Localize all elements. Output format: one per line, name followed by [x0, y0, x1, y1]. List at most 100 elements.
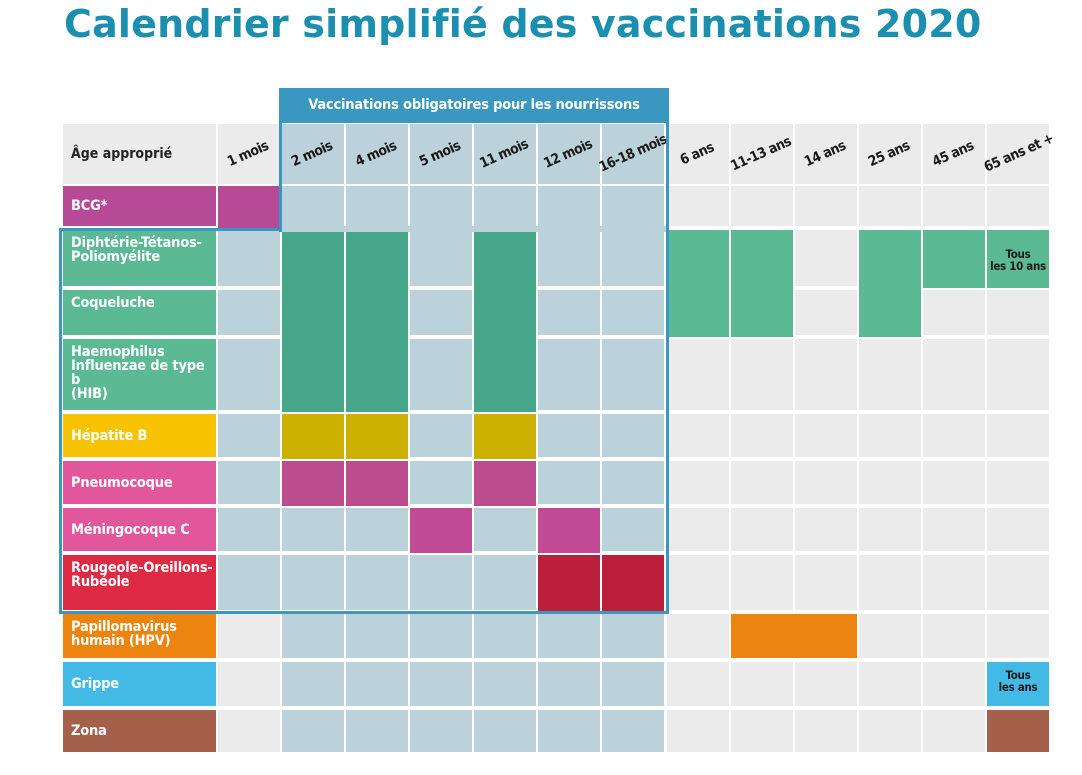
vaccine-cell	[346, 230, 408, 412]
vaccine-cell	[987, 230, 1049, 288]
empty-cell	[538, 230, 600, 286]
empty-cell	[346, 508, 408, 551]
empty-cell	[602, 508, 664, 551]
empty-cell	[731, 461, 793, 504]
empty-cell	[218, 339, 280, 410]
empty-cell	[218, 290, 280, 335]
row-label: Grippe	[63, 662, 216, 706]
vaccine-cell	[474, 414, 536, 459]
vaccine-cell	[731, 614, 857, 658]
empty-cell	[923, 290, 985, 335]
empty-cell	[474, 555, 536, 610]
empty-cell	[218, 710, 280, 752]
empty-cell	[346, 662, 408, 706]
empty-cell	[795, 414, 857, 457]
empty-cell	[410, 290, 472, 335]
empty-cell	[859, 461, 921, 504]
empty-cell	[731, 662, 793, 706]
empty-cell	[795, 555, 857, 610]
empty-cell	[859, 414, 921, 457]
note-every-year: Tous les ans	[998, 668, 1038, 694]
empty-cell	[282, 555, 344, 610]
empty-cell	[218, 662, 280, 706]
vaccine-cell	[987, 662, 1049, 706]
empty-cell	[987, 508, 1049, 551]
empty-cell	[667, 710, 729, 752]
empty-cell	[282, 662, 344, 706]
empty-cell	[218, 555, 280, 610]
empty-cell	[731, 508, 793, 551]
empty-cell	[282, 614, 344, 658]
empty-cell	[795, 290, 857, 335]
header-cell	[346, 124, 408, 184]
mandatory-banner: Vaccinations obligatoires pour les nourr…	[279, 88, 669, 122]
empty-cell	[987, 186, 1049, 226]
empty-cell	[538, 186, 600, 226]
empty-cell	[538, 461, 600, 504]
vaccine-cell	[731, 230, 793, 337]
empty-cell	[218, 414, 280, 457]
empty-cell	[282, 508, 344, 551]
row-label: Pneumocoque	[63, 461, 216, 504]
empty-cell	[602, 414, 664, 457]
empty-cell	[410, 339, 472, 410]
header-cell	[538, 124, 600, 184]
vaccine-cell	[282, 461, 344, 506]
empty-cell	[474, 710, 536, 752]
empty-cell	[667, 555, 729, 610]
vaccine-cell	[282, 414, 344, 459]
empty-cell	[923, 710, 985, 752]
empty-cell	[410, 710, 472, 752]
empty-cell	[667, 662, 729, 706]
empty-cell	[859, 710, 921, 752]
empty-cell	[795, 339, 857, 410]
empty-cell	[602, 710, 664, 752]
empty-cell	[987, 461, 1049, 504]
empty-cell	[282, 186, 344, 226]
empty-cell	[538, 290, 600, 335]
empty-cell	[859, 339, 921, 410]
vaccine-cell	[667, 230, 729, 337]
empty-cell	[923, 339, 985, 410]
empty-cell	[859, 508, 921, 551]
empty-cell	[410, 662, 472, 706]
empty-cell	[795, 508, 857, 551]
header-cell	[667, 124, 729, 184]
header-cell	[731, 124, 793, 184]
side-credit	[1064, 590, 1078, 770]
vaccine-cell	[987, 710, 1049, 752]
header-age-label: Âge approprié	[63, 124, 216, 184]
row-label: Papillomavirus humain (HPV)	[63, 614, 216, 658]
empty-cell	[474, 508, 536, 551]
empty-cell	[346, 614, 408, 658]
empty-cell	[795, 230, 857, 286]
row-label: Haemophilus Influenzae de type b (HIB)	[63, 339, 216, 410]
empty-cell	[218, 230, 280, 286]
empty-cell	[987, 290, 1049, 335]
empty-cell	[667, 414, 729, 457]
row-label: Diphtérie-Tétanos- Poliomyélite	[63, 230, 216, 286]
empty-cell	[731, 186, 793, 226]
empty-cell	[218, 461, 280, 504]
vaccine-cell	[346, 414, 408, 459]
header-cell	[602, 124, 664, 184]
empty-cell	[859, 186, 921, 226]
empty-cell	[923, 662, 985, 706]
empty-cell	[602, 662, 664, 706]
page-title: Calendrier simplifié des vaccinations 20…	[64, 2, 982, 46]
empty-cell	[667, 461, 729, 504]
empty-cell	[602, 339, 664, 410]
empty-cell	[859, 662, 921, 706]
empty-cell	[410, 614, 472, 658]
empty-cell	[795, 710, 857, 752]
empty-cell	[667, 186, 729, 226]
empty-cell	[602, 230, 664, 286]
empty-cell	[346, 710, 408, 752]
row-label: Méningocoque C	[63, 508, 216, 551]
empty-cell	[731, 710, 793, 752]
empty-cell	[923, 186, 985, 226]
row-label: Coqueluche	[63, 290, 216, 335]
empty-cell	[346, 555, 408, 610]
empty-cell	[410, 230, 472, 286]
vaccine-cell	[410, 508, 472, 553]
